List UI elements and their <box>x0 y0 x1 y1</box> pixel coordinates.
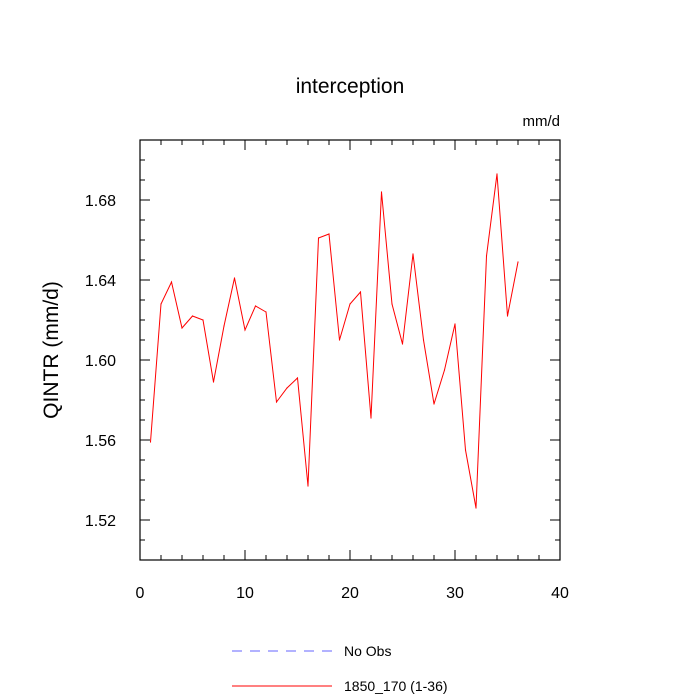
data-point <box>464 449 467 451</box>
chart-title: interception <box>296 75 405 98</box>
data-point <box>191 315 194 317</box>
y-tick-label: 1.56 <box>85 433 116 450</box>
data-point <box>254 305 257 307</box>
data-point <box>370 417 372 419</box>
data-point <box>317 237 320 239</box>
data-point <box>149 441 152 443</box>
data-point <box>380 191 383 193</box>
x-tick-label: 40 <box>551 585 569 602</box>
y-tick-label: 1.52 <box>85 513 116 530</box>
data-point <box>160 303 162 305</box>
data-point <box>454 323 456 325</box>
axes: 0 10 20 30 40 1.52 1.56 1.60 1.64 1.68 <box>85 139 569 602</box>
data-point <box>170 281 173 283</box>
data-point <box>223 325 225 327</box>
data-point <box>391 303 393 305</box>
data-point <box>212 381 215 383</box>
series-layer <box>149 173 519 509</box>
y-tick-label: 1.60 <box>85 353 116 370</box>
plot-frame <box>139 139 561 561</box>
y-tick-label: 1.64 <box>85 273 116 290</box>
legend: No Obs 1850_170 (1-36) <box>232 643 448 694</box>
data-point <box>443 369 446 371</box>
data-point <box>412 253 414 255</box>
data-point <box>433 403 435 405</box>
data-point <box>359 291 362 293</box>
y-tick-label: 1.68 <box>85 193 116 210</box>
x-tick-label: 0 <box>136 585 145 602</box>
data-point <box>401 343 404 345</box>
x-tick-label: 30 <box>446 585 464 602</box>
data-point <box>422 339 425 341</box>
data-point <box>338 339 341 341</box>
data-point <box>485 255 488 257</box>
data-point <box>349 303 351 305</box>
data-point <box>286 387 288 389</box>
x-tick-label: 10 <box>236 585 254 602</box>
units-label: mm/d <box>523 113 561 130</box>
legend-label-0: No Obs <box>344 643 391 659</box>
data-point <box>307 485 309 487</box>
data-point <box>244 329 246 331</box>
data-point <box>328 233 330 235</box>
data-point <box>202 319 204 321</box>
x-tick-label: 20 <box>341 585 359 602</box>
legend-label-1: 1850_170 (1-36) <box>344 678 448 694</box>
data-point <box>296 377 299 379</box>
data-point <box>517 261 519 263</box>
data-point <box>496 173 498 175</box>
data-point <box>181 327 183 329</box>
data-point <box>475 507 477 509</box>
data-point <box>233 277 236 279</box>
series-line-1 <box>150 173 519 509</box>
y-axis-label: QINTR (mm/d) <box>40 281 63 419</box>
data-point <box>275 401 278 403</box>
data-point <box>265 311 267 313</box>
data-point <box>506 315 509 317</box>
